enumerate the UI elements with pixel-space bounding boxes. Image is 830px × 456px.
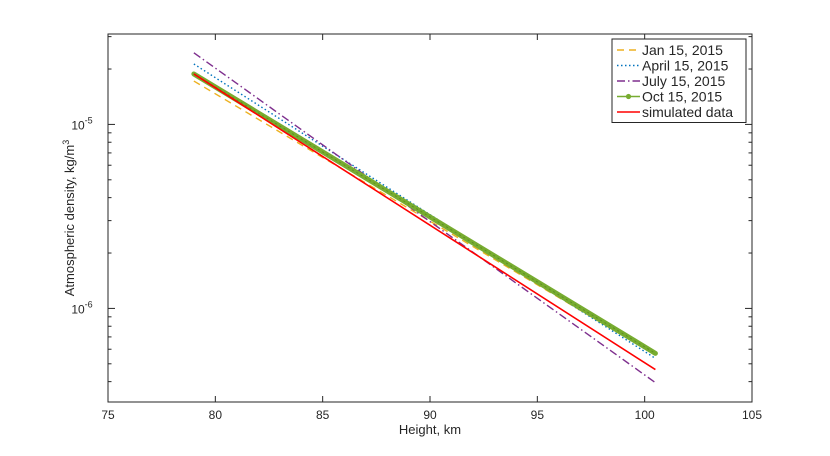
x-tick-label: 100	[635, 408, 655, 422]
legend-label: Oct 15, 2015	[642, 89, 722, 105]
series-line-oct-15-2015	[191, 71, 658, 356]
x-tick-label: 75	[101, 408, 115, 422]
series-line-july-15-2015	[193, 52, 656, 384]
series-layer	[191, 52, 658, 384]
legend-label: simulated data	[642, 104, 733, 120]
y-tick-label: 10-6	[71, 299, 92, 316]
legend-marker	[625, 93, 632, 100]
y-tick-label: 10-5	[71, 115, 92, 132]
x-tick-label: 85	[316, 408, 330, 422]
x-tick-label: 90	[423, 408, 437, 422]
series-line-simulated-data	[193, 73, 656, 371]
axis-ticks: 75 80 85 90 95 100 105 10-5 10-6	[71, 34, 762, 422]
legend-label: April 15, 2015	[642, 58, 729, 74]
x-tick-label: 105	[742, 408, 762, 422]
x-axis-label: Height, km	[399, 422, 461, 437]
y-axis-label-sup: 3	[61, 140, 71, 145]
x-tick-label: 80	[209, 408, 223, 422]
x-tick-label: 95	[531, 408, 545, 422]
legend-label: July 15, 2015	[642, 73, 725, 89]
y-axis-label-main: Atmospheric density, kg/m	[62, 145, 77, 296]
y-axis-label: Atmospheric density, kg/m3	[61, 140, 77, 297]
legend-label: Jan 15, 2015	[642, 42, 723, 58]
